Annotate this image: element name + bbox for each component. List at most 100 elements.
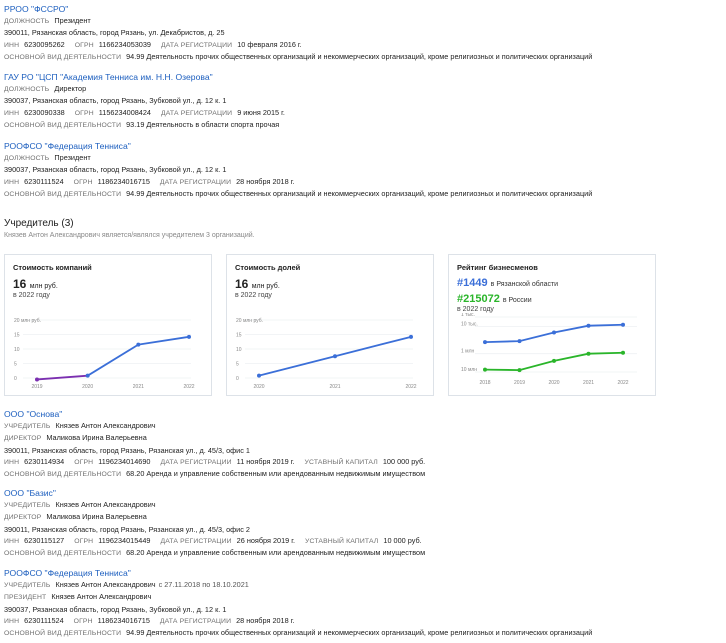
field-label: ДАТА РЕГИСТРАЦИИ [159,178,232,186]
org-info-line: ДОЛЖНОСТЬ Президент [4,15,724,27]
field-label: ДИРЕКТОР [4,514,42,522]
x-tick-label: 2020 [253,384,264,390]
org-info-line: УЧРЕДИТЕЛЬ Князев Антон Александрович [4,420,724,432]
field-value: Князев Антон Александрович [55,580,156,589]
x-tick-label: 2021 [133,384,144,390]
field-value: 6230115127 [24,535,65,545]
org-info-line: ДИРЕКТОР Маликова Ирина Валерьевна [4,511,724,523]
field-value: Директор [54,84,87,93]
field-value: 9 июня 2015 г. [237,107,285,117]
companies-value-card[interactable]: Стоимость компаний 16 млн руб. в 2022 го… [4,254,212,396]
org-info-line: ДИРЕКТОР Маликова Ирина Валерьевна [4,432,724,444]
field-value: 11 ноября 2019 г. [236,456,295,466]
field-value: 68.20 Аренда и управление собственным ил… [126,548,426,558]
data-point [552,358,556,363]
y-tick-label: 20 млн руб. [14,318,41,324]
field-label: УЧРЕДИТЕЛЬ [4,423,51,430]
card-period: в 2022 году [457,306,494,313]
field-label: ПРЕЗИДЕНТ [4,594,47,602]
field-label: ОСНОВНОЙ ВИД ДЕЯТЕЛЬНОСТИ [4,471,122,479]
field-value: 6230111524 [24,615,64,625]
data-point [257,373,261,378]
shares-value-card[interactable]: Стоимость долей 16 млн руб. в 2022 году … [226,254,434,396]
field-value: 390037, Рязанская область, город Рязань,… [4,604,227,614]
org-info-line: УЧРЕДИТЕЛЬ Князев Антон Александрович [4,499,724,511]
field-value: Князев Антон Александрович [55,500,156,509]
data-point [517,368,522,373]
org-info-line: 390011, Рязанская область, город Рязань,… [4,524,724,535]
field-label: ДИРЕКТОР [4,435,42,443]
field-label: ИНН [4,458,20,466]
org-info-line: ИНН 6230111524 ОГРН 1186234016715 ДАТА РЕГИС… [4,176,724,188]
field-value: 6230111524 [24,176,64,186]
field-label: ДАТА РЕГИСТРАЦИИ [160,41,233,49]
field-value: 6230095262 [24,39,65,49]
field-value: 10 000 руб. [383,535,422,545]
field-label: ИНН [4,41,20,49]
x-tick-label: 2019 [31,384,42,390]
card-value: 16 млн руб. [235,277,280,291]
org-name-link[interactable]: ГАУ РО "ЦСП "Академия Тенниса им. Н.Н. О… [4,72,213,82]
org-name-link[interactable]: РООФСО "Федерация Тенниса" [4,141,131,151]
field-label: ДАТА РЕГИСТРАЦИИ [159,617,232,625]
field-label: ИНН [4,109,20,117]
y-tick-label: 0 [236,376,239,382]
org-name-link[interactable]: РООФСО "Федерация Тенниса" [4,568,131,578]
y-tick-label: 10 млн [461,367,477,373]
org-info-line: 390037, Рязанская область, город Рязань,… [4,604,724,615]
org-info-line: ИНН 6230111524 ОГРН 1186234016715 ДАТА РЕГИС… [4,615,724,627]
field-label: ИНН [4,617,20,625]
field-value: 6230114934 [24,456,65,466]
card-title: Стоимость долей [235,263,301,272]
org-name-link[interactable]: ООО "Базис" [4,488,56,498]
org-card: ГАУ РО "ЦСП "Академия Тенниса им. Н.Н. О… [4,72,724,131]
data-point [517,339,522,344]
y-tick-label: 5 [14,362,17,368]
data-point [552,330,556,335]
org-info-line: ИНН 6230095262 ОГРН 1166234053039 ДАТА РЕГИС… [4,39,724,51]
data-point [35,377,39,382]
org-info-line: ОСНОВНОЙ ВИД ДЕЯТЕЛЬНОСТИ 94.99 Деятельно… [4,51,724,63]
y-tick-label: 10 [14,347,20,353]
org-info-line: ИНН 6230115127 ОГРН 1196234015449 ДАТА РЕГИС… [4,535,724,547]
field-value: 1196234015449 [98,535,151,545]
org-info-line: ИНН 6230090338 ОГРН 1156234008424 ДАТА РЕГИС… [4,107,724,119]
field-label: ОГРН [74,458,94,466]
org-info-line: ИНН 6230114934 ОГРН 1196234014690 ДАТА РЕГИС… [4,456,724,468]
field-label: ДОЛЖНОСТЬ [4,155,50,162]
field-label: ОСНОВНОЙ ВИД ДЕЯТЕЛЬНОСТИ [4,630,122,638]
org-name-link[interactable]: ООО "Основа" [4,409,63,419]
field-value: 390037, Рязанская область, город Рязань,… [4,96,227,106]
org-name-link[interactable]: РРОО "ФССРО" [4,4,69,14]
field-value: Маликова Ирина Валерьевна [46,433,147,443]
field-label: УСТАВНЫЙ КАПИТАЛ [305,537,379,545]
x-tick-label: 2018 [479,380,490,386]
businessman-rating-card[interactable]: Рейтинг бизнесменов #1449 в Рязанской об… [448,254,656,396]
field-label: ОГРН [73,617,93,625]
card-title: Рейтинг бизнесменов [457,263,538,272]
x-tick-label: 2020 [82,384,93,390]
field-label: ОГРН [73,178,93,186]
field-label: УСТАВНЫЙ КАПИТАЛ [304,458,378,466]
series-line-segment [36,374,88,381]
org-info-line: ДОЛЖНОСТЬ Директор [4,83,724,95]
org-info-line: ОСНОВНОЙ ВИД ДЕЯТЕЛЬНОСТИ 68.20 Аренда и … [4,468,724,480]
field-value: 28 ноября 2018 г. [236,615,295,625]
field-value: 1166234053039 [98,39,151,49]
series-line-segment [334,335,412,358]
data-point [621,350,625,355]
org-info-line: 390011, Рязанская область, город Рязань,… [4,445,724,456]
field-value: 1156234008424 [98,107,151,117]
org-info-line: ОСНОВНОЙ ВИД ДЕЯТЕЛЬНОСТИ 93.19 Деятельно… [4,119,724,131]
field-label: УЧРЕДИТЕЛЬ [4,582,51,589]
y-tick-label: 1 тыс. [461,313,475,318]
y-tick-label: 10 [236,347,242,353]
field-label: ДАТА РЕГИСТРАЦИИ [160,458,232,466]
y-tick-label: 15 [14,333,20,339]
x-tick-label: 2019 [514,380,525,386]
org-info-line: 390011, Рязанская область, город Рязань,… [4,27,724,38]
field-label: ОГРН [74,537,94,545]
org-info-line: ПРЕЗИДЕНТ Князев Антон Александрович [4,591,724,603]
series-line-segment [138,335,190,346]
field-value: 94.99 Деятельность прочих общественных о… [126,188,593,198]
